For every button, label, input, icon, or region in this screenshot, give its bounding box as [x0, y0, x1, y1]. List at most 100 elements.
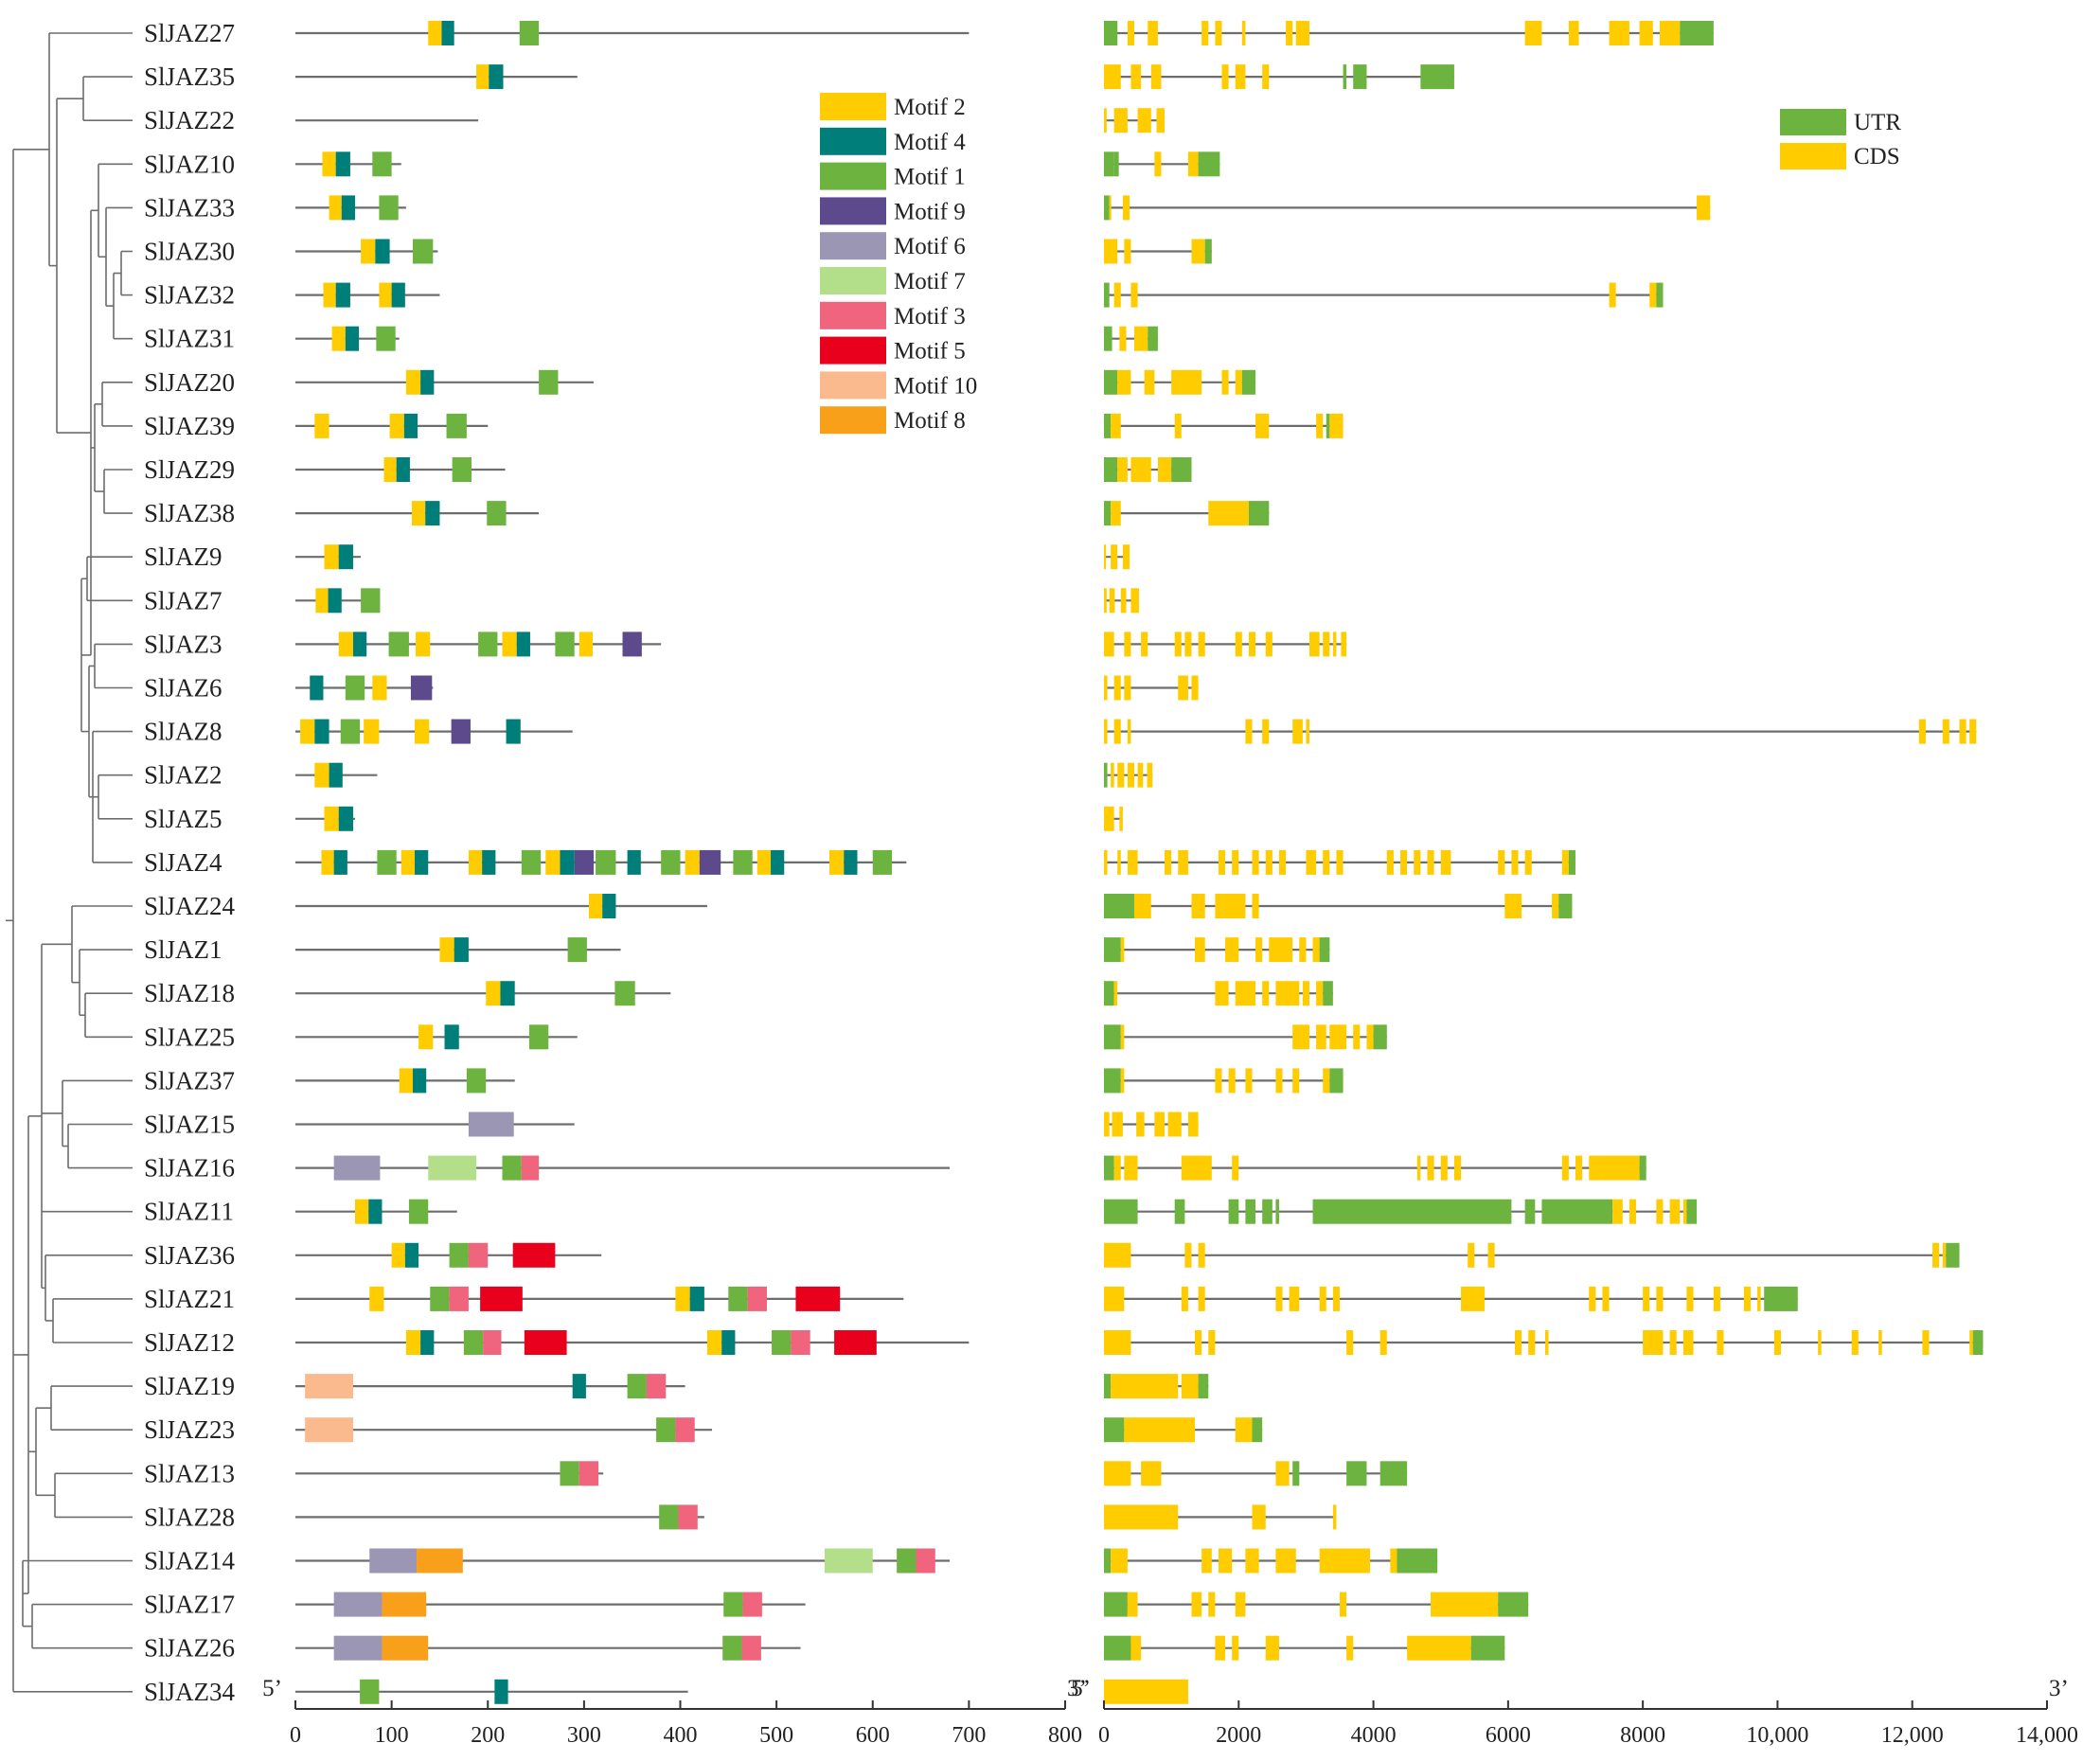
five-prime-label: 5’ [262, 1676, 282, 1701]
cds-block [1589, 1286, 1596, 1311]
cds-block [1124, 1417, 1196, 1443]
motif4-box [602, 894, 616, 918]
tick-label: 8000 [1620, 1723, 1665, 1748]
cds-block [1215, 894, 1246, 918]
cds-block [1130, 1635, 1142, 1661]
motif1-box [449, 1242, 469, 1268]
cds-block [1104, 588, 1107, 614]
gene-label: SlJAZ27 [144, 19, 235, 47]
utr-block [1397, 1548, 1438, 1574]
cds-block [1111, 544, 1118, 570]
tick-label: 10,000 [1746, 1723, 1808, 1748]
utr-block [1148, 326, 1158, 351]
gene-label: SlJAZ28 [144, 1503, 235, 1531]
cds-block [1109, 588, 1115, 614]
utr-block [1104, 282, 1110, 308]
cds-block [1113, 1155, 1121, 1181]
motif4-box [333, 849, 347, 875]
gene-label: SlJAZ37 [144, 1066, 235, 1094]
cds-block [1292, 719, 1303, 744]
cds-block [1187, 1112, 1199, 1137]
cds-block [1252, 894, 1259, 918]
gene-label: SlJAZ18 [144, 979, 235, 1007]
motif4-box [420, 1330, 435, 1355]
cds-block [1201, 21, 1209, 45]
cds-block [1119, 326, 1127, 351]
motif9-box [410, 675, 433, 701]
cds-block [1504, 894, 1522, 918]
utr-block [1379, 1461, 1408, 1486]
motif4-box [310, 675, 324, 701]
cds-block [1682, 1330, 1694, 1355]
gene-label: SlJAZ33 [144, 193, 235, 222]
cds-block [1561, 1155, 1569, 1181]
motif2-box [315, 588, 329, 614]
tick-label: 700 [952, 1723, 986, 1748]
cds-block [1609, 282, 1616, 308]
motif4-box [335, 282, 350, 308]
motif6-box [468, 1112, 514, 1137]
motif3-box [521, 1155, 540, 1181]
utr-block [1104, 501, 1112, 526]
motif6-swatch [820, 232, 886, 260]
motif4-box [403, 413, 418, 438]
cds-block [1323, 1068, 1330, 1094]
motif1-box [340, 719, 361, 744]
utr-block [1292, 1461, 1300, 1486]
motif4-box [454, 937, 469, 963]
motif2-box [439, 937, 454, 963]
gene-label: SlJAZ8 [144, 718, 222, 746]
cds-block [1113, 981, 1118, 1006]
motif4-box [506, 719, 521, 744]
motif8-swatch [820, 406, 886, 435]
cds-block [1130, 457, 1151, 482]
cds-block [1113, 282, 1121, 308]
cds-block [1119, 806, 1123, 831]
cds-block [1104, 849, 1108, 875]
cds-block [1215, 1068, 1222, 1094]
cds-block [1124, 675, 1131, 701]
motif4-box [335, 151, 350, 177]
motif3-box [791, 1330, 810, 1355]
motif1-box [659, 1504, 679, 1530]
cds-block [1265, 849, 1272, 875]
tick-label: 600 [856, 1723, 890, 1748]
cds-block [1878, 1330, 1882, 1355]
motif1-box [466, 1068, 487, 1094]
utr-block [1312, 1199, 1512, 1224]
cds-block [1195, 1330, 1202, 1355]
motif3-swatch [820, 301, 886, 329]
motif1-box [728, 1286, 748, 1311]
gene-label: SlJAZ7 [144, 586, 222, 614]
motif1-box [430, 1286, 450, 1311]
cds-block [1181, 1374, 1199, 1399]
motif5-box [480, 1286, 523, 1311]
motif4-box [420, 369, 435, 395]
cds-block [1302, 981, 1309, 1006]
cds-block [1232, 849, 1239, 875]
motif3-box [747, 1286, 767, 1311]
cds-block [1187, 151, 1199, 177]
motif1-box [487, 501, 507, 526]
gene-label: SlJAZ38 [144, 499, 235, 527]
motif2-box [364, 719, 380, 744]
cds-block [1120, 1024, 1125, 1050]
motif4-box [771, 849, 785, 875]
cds-block [1275, 1286, 1283, 1311]
motif2-box [428, 21, 442, 45]
motif4-box [328, 588, 342, 614]
gene-labels: SlJAZ27 SlJAZ35 SlJAZ22 SlJAZ10 SlJAZ33 SlJAZ… [144, 19, 236, 1706]
motif4-box [844, 849, 858, 875]
motif10-box [305, 1374, 353, 1399]
tick-label: 14,000 [2016, 1723, 2078, 1748]
motif1-box [614, 981, 635, 1006]
cds-block [1218, 1548, 1233, 1574]
cds-block [1524, 849, 1532, 875]
cds-block [1104, 1679, 1188, 1704]
motif1-box [345, 675, 365, 701]
cds-block [1329, 413, 1344, 438]
cds-block [1232, 1635, 1239, 1661]
cds-block [1851, 1330, 1859, 1355]
cds-block [1241, 21, 1246, 45]
motif1-box [408, 1199, 429, 1224]
